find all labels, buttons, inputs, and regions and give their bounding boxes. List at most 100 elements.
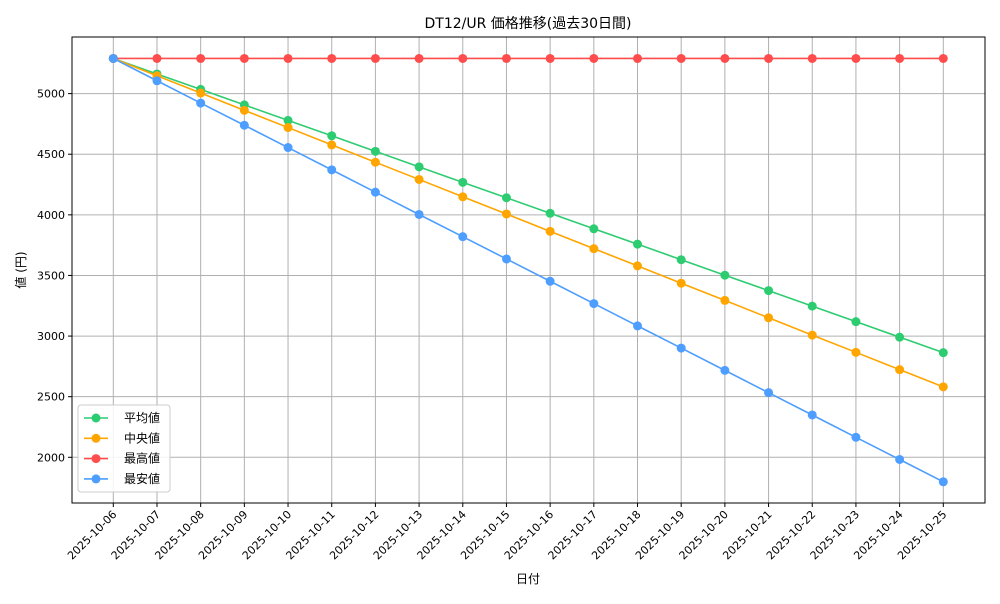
data-point bbox=[938, 477, 948, 487]
data-point bbox=[283, 143, 293, 153]
data-point bbox=[370, 53, 380, 63]
data-point bbox=[676, 53, 686, 63]
data-point bbox=[851, 317, 861, 327]
legend-label: 平均値 bbox=[124, 410, 160, 425]
data-point bbox=[720, 295, 730, 305]
legend-marker bbox=[91, 474, 101, 484]
y-tick-label: 3000 bbox=[37, 330, 65, 343]
data-point bbox=[633, 239, 643, 249]
legend-box bbox=[77, 404, 171, 493]
data-point bbox=[676, 255, 686, 265]
data-point bbox=[895, 332, 905, 342]
legend-label: 最高値 bbox=[124, 451, 160, 466]
data-point bbox=[720, 53, 730, 63]
data-point bbox=[152, 53, 162, 63]
series-最安値 bbox=[108, 53, 948, 487]
data-point bbox=[589, 224, 599, 234]
chart-title: DT12/UR 価格推移(過去30日間) bbox=[424, 16, 631, 32]
series-平均値 bbox=[108, 53, 948, 358]
data-point bbox=[545, 53, 555, 63]
data-point bbox=[239, 105, 249, 115]
data-point bbox=[633, 53, 643, 63]
data-point bbox=[720, 365, 730, 375]
data-point bbox=[327, 53, 337, 63]
data-point bbox=[938, 53, 948, 63]
data-point bbox=[589, 244, 599, 254]
data-point bbox=[458, 177, 468, 187]
data-point bbox=[938, 348, 948, 358]
data-point bbox=[370, 146, 380, 156]
data-point bbox=[414, 53, 424, 63]
x-axis-ticks: 2025-10-062025-10-072025-10-082025-10-09… bbox=[65, 503, 949, 562]
data-point bbox=[545, 226, 555, 236]
data-point bbox=[807, 53, 817, 63]
series-line bbox=[113, 57, 944, 388]
data-point bbox=[108, 53, 118, 63]
data-point bbox=[501, 53, 511, 63]
data-point bbox=[938, 382, 948, 392]
data-point bbox=[589, 299, 599, 309]
data-point bbox=[239, 120, 249, 130]
data-point bbox=[895, 365, 905, 375]
data-point bbox=[764, 388, 774, 398]
data-point bbox=[851, 432, 861, 442]
data-point bbox=[501, 254, 511, 264]
data-point bbox=[239, 53, 249, 63]
data-point bbox=[895, 454, 905, 464]
y-tick-label: 5000 bbox=[37, 88, 65, 101]
data-point bbox=[370, 187, 380, 197]
data-point bbox=[414, 209, 424, 219]
data-point bbox=[807, 301, 817, 311]
legend-marker bbox=[91, 413, 101, 423]
series-line bbox=[112, 57, 944, 483]
data-point bbox=[196, 53, 206, 63]
data-point bbox=[501, 193, 511, 203]
y-axis-ticks: 2000 2500 3000 3500 4000 4500 5000 bbox=[37, 88, 72, 464]
legend-label: 最安値 bbox=[124, 471, 160, 486]
data-point bbox=[283, 115, 293, 125]
data-point bbox=[633, 261, 643, 271]
data-point bbox=[807, 410, 817, 420]
data-point bbox=[152, 76, 162, 86]
y-tick-label: 4000 bbox=[37, 209, 65, 222]
data-point bbox=[370, 157, 380, 167]
series-中央値 bbox=[108, 53, 948, 392]
data-point bbox=[327, 165, 337, 175]
series-最高値 bbox=[108, 53, 948, 63]
data-point bbox=[196, 98, 206, 108]
data-point bbox=[458, 53, 468, 63]
data-point bbox=[851, 347, 861, 357]
data-point bbox=[633, 321, 643, 331]
data-point bbox=[283, 123, 293, 133]
y-axis-label: 値 (円) bbox=[13, 251, 28, 288]
data-point bbox=[414, 162, 424, 172]
data-point bbox=[764, 313, 774, 323]
series-line bbox=[113, 57, 944, 354]
data-point bbox=[545, 276, 555, 286]
data-point bbox=[458, 192, 468, 202]
data-point bbox=[501, 209, 511, 219]
y-tick-label: 4500 bbox=[37, 148, 65, 161]
x-axis-label: 日付 bbox=[516, 572, 540, 586]
data-point bbox=[283, 53, 293, 63]
data-point bbox=[196, 88, 206, 98]
legend-marker bbox=[91, 433, 101, 443]
data-point bbox=[589, 53, 599, 63]
data-point bbox=[327, 140, 337, 150]
data-point bbox=[895, 53, 905, 63]
data-point bbox=[676, 278, 686, 288]
data-point bbox=[807, 330, 817, 340]
data-point bbox=[676, 343, 686, 353]
y-tick-label: 3500 bbox=[37, 269, 65, 282]
data-point bbox=[851, 53, 861, 63]
y-tick-label: 2500 bbox=[37, 391, 65, 404]
data-point bbox=[414, 174, 424, 184]
y-tick-label: 2000 bbox=[37, 451, 65, 464]
plot-frame bbox=[71, 36, 986, 504]
legend-marker bbox=[91, 454, 101, 464]
legend-label: 中央値 bbox=[124, 430, 160, 445]
data-point bbox=[764, 286, 774, 296]
data-point bbox=[458, 232, 468, 242]
